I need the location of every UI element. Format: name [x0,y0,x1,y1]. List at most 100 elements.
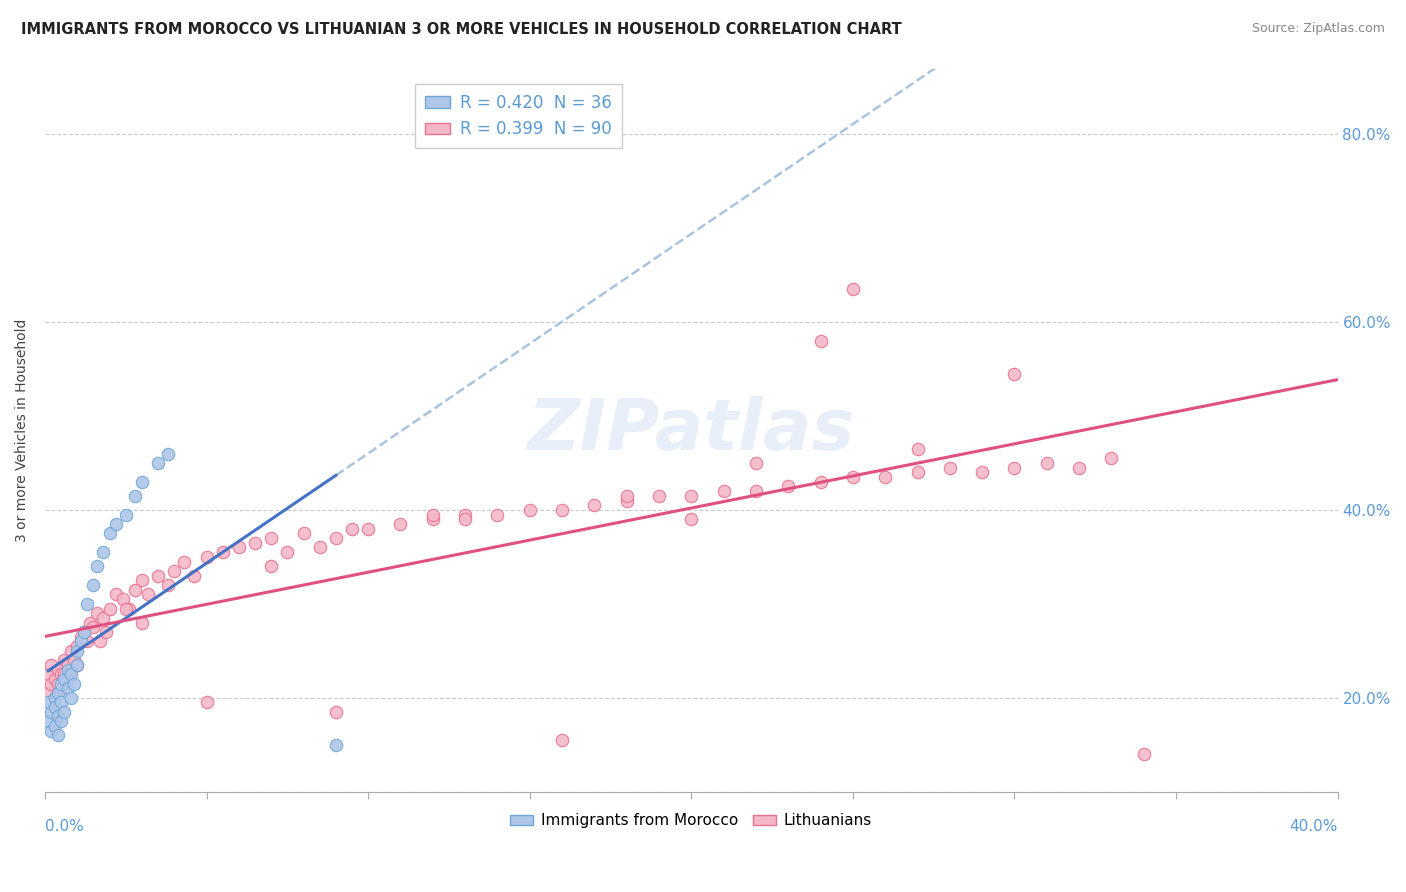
Point [53,672,76,686]
Text: Source: ZipAtlas.com: Source: ZipAtlas.com [1251,22,1385,36]
Point [91,611,114,625]
Point [211,545,233,559]
Point [96,624,118,639]
Point [44,719,66,733]
Point [49,681,72,696]
Point [56,663,79,677]
Point [551,503,574,517]
Point [44,690,66,705]
Point [56,681,79,696]
Point [1036,456,1059,470]
Point [616,489,638,503]
Point [46,686,69,700]
Point [98,601,121,615]
Point [156,578,179,592]
Point [842,282,865,296]
Point [454,512,477,526]
Point [37,667,59,681]
Point [357,522,380,536]
Point [810,475,832,489]
Point [939,460,962,475]
Point [66,644,89,658]
Point [69,630,91,644]
Point [616,493,638,508]
Point [46,676,69,690]
Point [53,705,76,719]
Point [146,456,169,470]
Point [648,489,671,503]
Point [745,456,768,470]
Point [53,653,76,667]
Point [49,714,72,729]
Point [86,559,108,574]
Point [745,484,768,499]
Point [228,541,250,555]
Point [681,489,703,503]
Point [146,568,169,582]
Point [124,489,146,503]
Point [98,526,121,541]
Point [195,695,218,709]
Legend: Immigrants from Morocco, Lithuanians: Immigrants from Morocco, Lithuanians [505,807,879,835]
Point [59,690,82,705]
Point [73,624,96,639]
Point [325,738,347,752]
Point [41,657,63,672]
Point [422,512,444,526]
Point [91,545,114,559]
Point [842,470,865,484]
Point [44,690,66,705]
Point [37,686,59,700]
Point [59,644,82,658]
Point [778,479,800,493]
Point [41,723,63,738]
Point [59,667,82,681]
Point [49,667,72,681]
Point [63,653,86,667]
Point [114,601,136,615]
Y-axis label: 3 or more Vehicles in Household: 3 or more Vehicles in Household [15,318,30,541]
Point [681,512,703,526]
Point [114,508,136,522]
Point [86,606,108,620]
Point [37,714,59,729]
Point [454,508,477,522]
Point [69,634,91,648]
Text: 0.0%: 0.0% [45,820,84,834]
Point [89,634,111,648]
Point [41,705,63,719]
Point [79,615,101,630]
Point [243,535,266,549]
Point [972,466,994,480]
Point [118,601,141,615]
Point [59,663,82,677]
Point [82,578,104,592]
Point [486,508,509,522]
Point [111,592,134,607]
Point [195,549,218,564]
Point [325,705,347,719]
Point [124,582,146,597]
Point [49,676,72,690]
Point [49,695,72,709]
Point [260,531,283,545]
Point [66,657,89,672]
Point [131,615,153,630]
Point [82,620,104,634]
Point [76,634,98,648]
Point [163,564,186,578]
Point [41,676,63,690]
Point [156,446,179,460]
Point [1004,460,1026,475]
Point [105,587,128,601]
Point [73,624,96,639]
Point [76,597,98,611]
Point [56,672,79,686]
Point [183,568,205,582]
Point [1132,747,1154,761]
Point [713,484,735,499]
Point [37,695,59,709]
Point [53,667,76,681]
Point [63,676,86,690]
Text: 40.0%: 40.0% [1289,820,1337,834]
